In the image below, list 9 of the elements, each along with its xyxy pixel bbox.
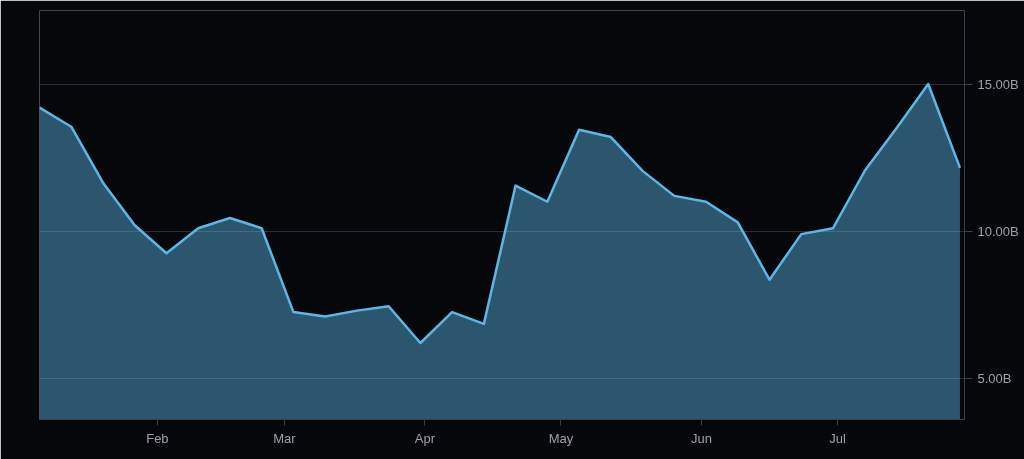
x-tick-label: May xyxy=(548,430,574,446)
x-tick-label: Mar xyxy=(273,430,297,446)
y-tick-label: 5.00B xyxy=(977,370,1012,386)
x-tick-label: Jul xyxy=(829,430,846,446)
x-tick-label: Feb xyxy=(146,430,169,446)
y-tick-label: 10.00B xyxy=(977,223,1019,239)
x-tick-label: Apr xyxy=(414,430,436,446)
x-tick-label: Jun xyxy=(691,430,712,446)
y-tick-label: 15.00B xyxy=(977,76,1019,92)
